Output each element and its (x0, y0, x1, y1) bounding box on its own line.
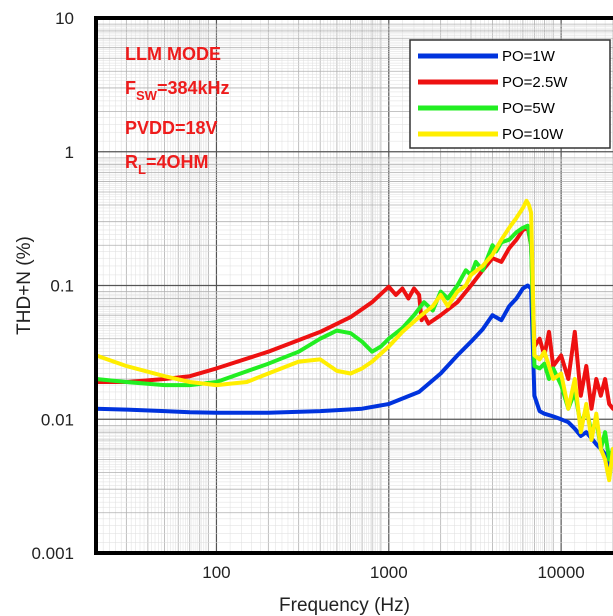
series-line-2 (94, 225, 613, 411)
annotation-4: RL=4OHM (125, 152, 208, 177)
series-line-1 (94, 283, 613, 468)
legend-label: PO=5W (502, 100, 556, 117)
annotation-1: LLM MODE (125, 44, 221, 64)
x-tick-label: 10000 (537, 563, 584, 582)
plot-frame (94, 16, 613, 555)
x-tick-label: 100 (202, 563, 230, 582)
series-lines (94, 198, 613, 483)
legend-label: PO=1W (502, 48, 556, 65)
y-tick-label: 0.001 (31, 544, 74, 563)
y-tick-label: 0.01 (41, 410, 74, 429)
y-tick-label: 0.1 (50, 277, 74, 296)
series-line-4 (94, 198, 613, 483)
annotations: LLM MODE FSW=384kHz PVDD=18V RL=4OHM (125, 44, 230, 177)
legend-label: PO=10W (502, 126, 564, 143)
y-axis-label: THD+N (%) (14, 236, 35, 335)
annotation-3: PVDD=18V (125, 118, 218, 138)
x-axis-label: Frequency (Hz) (279, 595, 410, 616)
legend-label: PO=2.5W (502, 74, 568, 91)
annotation-2: FSW=384kHz (125, 78, 230, 103)
y-tick-label: 10 (55, 9, 74, 28)
y-tick-label: 1 (65, 143, 74, 162)
x-tick-label: 1000 (370, 563, 408, 582)
tick-labels: 100 1000 10000 10 1 0.1 0.01 0.001 (31, 9, 584, 582)
plot-border (94, 16, 613, 555)
legend: PO=1W PO=2.5W PO=5W PO=10W (409, 39, 611, 149)
